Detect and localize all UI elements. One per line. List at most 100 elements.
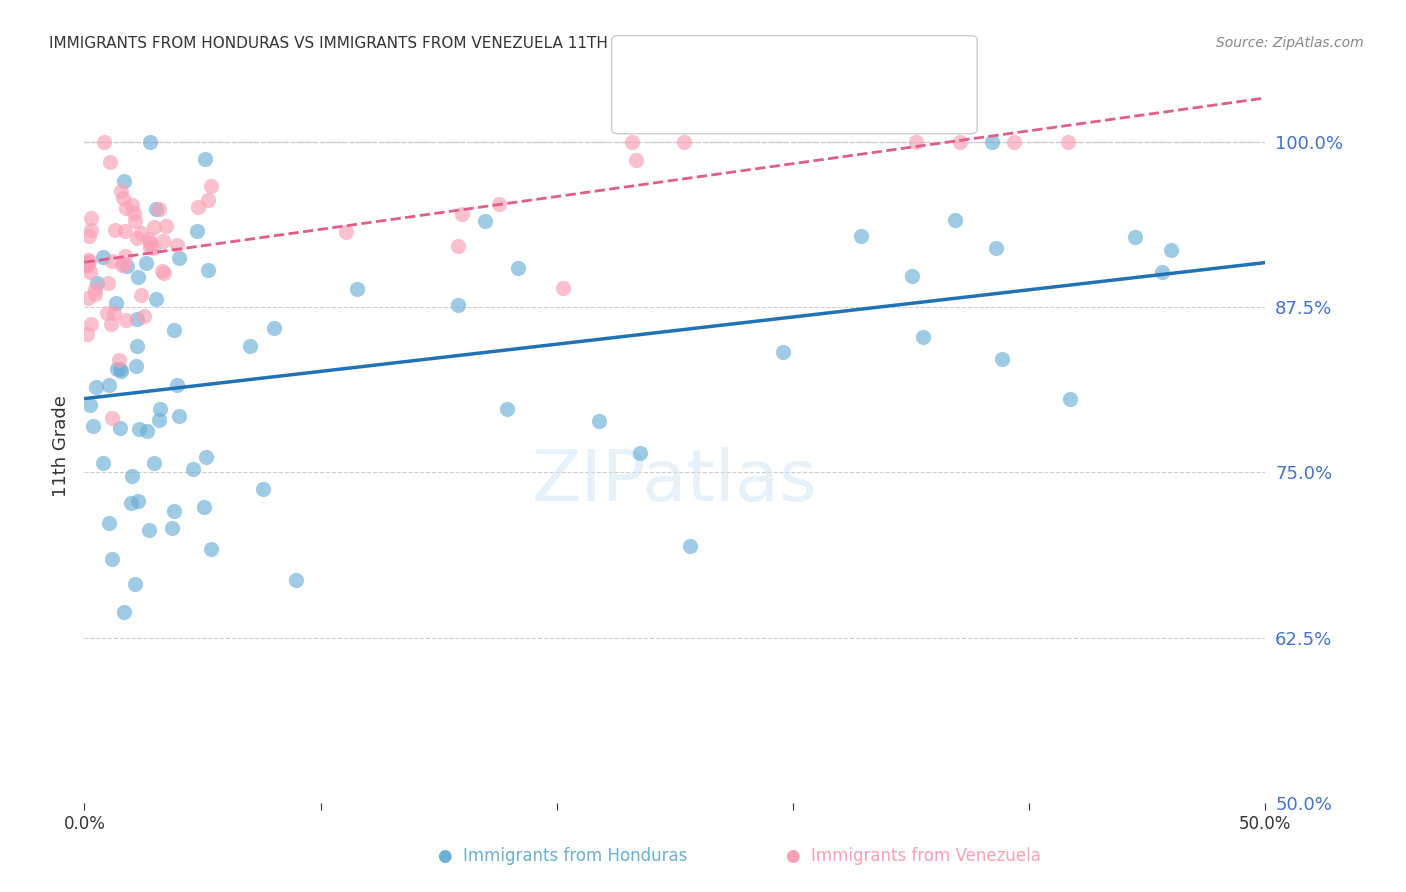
Immigrants from Honduras [160,521,183,535]
Immigrants from Venezuela [121,198,143,212]
Immigrants from Venezuela [79,265,101,279]
Immigrants from Honduras [97,516,120,531]
Immigrants from Honduras [148,412,170,426]
Immigrants from Honduras [91,456,114,470]
Immigrants from Venezuela [166,238,188,252]
Immigrants from Honduras [97,377,120,392]
Immigrants from Venezuela [79,229,101,244]
Immigrants from Venezuela [150,263,173,277]
Immigrants from Venezuela [77,253,100,268]
Text: ●  Immigrants from Venezuela: ● Immigrants from Venezuela [786,847,1042,865]
Immigrants from Honduras [125,311,148,326]
Immigrants from Venezuela [488,197,510,211]
Immigrants from Honduras [112,174,135,188]
Immigrants from Venezuela [450,207,472,221]
Immigrants from Honduras [239,339,262,353]
Immigrants from Venezuela [335,226,357,240]
Immigrants from Venezuela [100,254,122,268]
Immigrants from Honduras [943,212,966,227]
Immigrants from Honduras [121,468,143,483]
Text: ZIPatlas: ZIPatlas [531,447,818,516]
Immigrants from Venezuela [197,193,219,207]
Immigrants from Venezuela [80,317,103,331]
Immigrants from Venezuela [447,239,470,253]
Immigrants from Honduras [105,362,128,376]
Immigrants from Honduras [628,446,651,460]
Immigrants from Honduras [112,605,135,619]
Immigrants from Venezuela [76,255,98,269]
Immigrants from Honduras [93,250,115,264]
Text: Source: ZipAtlas.com: Source: ZipAtlas.com [1216,36,1364,50]
Immigrants from Honduras [163,323,186,337]
Immigrants from Honduras [135,256,157,270]
Immigrants from Venezuela [80,211,103,226]
Immigrants from Honduras [145,202,167,216]
Immigrants from Venezuela [624,153,647,167]
Immigrants from Venezuela [76,255,98,269]
Immigrants from Honduras [166,378,188,392]
Immigrants from Honduras [124,576,146,591]
Text: IMMIGRANTS FROM HONDURAS VS IMMIGRANTS FROM VENEZUELA 11TH GRADE CORRELATION CHA: IMMIGRANTS FROM HONDURAS VS IMMIGRANTS F… [49,36,837,51]
Immigrants from Honduras [263,321,285,335]
Immigrants from Venezuela [1002,135,1025,149]
Immigrants from Honduras [447,298,470,312]
Immigrants from Honduras [679,539,702,553]
Immigrants from Venezuela [112,257,135,271]
Text: R = 0.387   N = 66: R = 0.387 N = 66 [675,95,859,113]
Immigrants from Honduras [127,270,149,285]
Immigrants from Honduras [194,152,217,166]
Immigrants from Honduras [169,409,191,423]
Immigrants from Honduras [1123,230,1146,244]
Immigrants from Honduras [1059,392,1081,407]
Immigrants from Honduras [125,359,148,373]
Immigrants from Venezuela [124,206,146,220]
Immigrants from Venezuela [76,327,98,342]
Immigrants from Venezuela [148,202,170,216]
Immigrants from Venezuela [129,227,152,241]
Immigrants from Honduras [346,282,368,296]
Immigrants from Honduras [135,424,157,438]
Immigrants from Venezuela [79,222,101,236]
Immigrants from Honduras [912,330,935,344]
Text: ●  Immigrants from Honduras: ● Immigrants from Honduras [437,847,688,865]
Immigrants from Venezuela [1057,135,1080,149]
Immigrants from Venezuela [111,258,134,272]
Immigrants from Venezuela [187,200,209,214]
Immigrants from Honduras [138,523,160,537]
Immigrants from Venezuela [96,306,118,320]
Immigrants from Honduras [1160,243,1182,257]
Immigrants from Venezuela [139,240,162,254]
Immigrants from Venezuela [97,276,120,290]
Immigrants from Venezuela [125,230,148,244]
Immigrants from Honduras [100,551,122,566]
Immigrants from Venezuela [155,219,177,234]
Immigrants from Venezuela [77,257,100,271]
Immigrants from Honduras [142,456,165,470]
Immigrants from Honduras [197,262,219,277]
Immigrants from Venezuela [620,135,643,149]
Immigrants from Honduras [86,277,108,291]
Immigrants from Honduras [849,228,872,243]
Immigrants from Venezuela [152,234,174,248]
Immigrants from Honduras [200,541,222,556]
Immigrants from Venezuela [100,318,122,332]
Immigrants from Venezuela [76,260,98,274]
Immigrants from Honduras [84,380,107,394]
Immigrants from Honduras [588,414,610,428]
Immigrants from Venezuela [103,306,125,320]
Immigrants from Venezuela [114,313,136,327]
Immigrants from Venezuela [138,232,160,246]
Immigrants from Venezuela [200,178,222,193]
Immigrants from Honduras [167,251,190,265]
Immigrants from Venezuela [101,410,124,425]
Immigrants from Honduras [195,450,218,464]
Y-axis label: 11th Grade: 11th Grade [52,395,70,497]
Immigrants from Honduras [120,496,142,510]
Immigrants from Venezuela [139,236,162,251]
Immigrants from Honduras [110,364,132,378]
Immigrants from Venezuela [112,191,135,205]
Immigrants from Honduras [82,419,104,434]
Immigrants from Venezuela [553,281,575,295]
Immigrants from Honduras [1152,265,1174,279]
Immigrants from Venezuela [110,184,132,198]
